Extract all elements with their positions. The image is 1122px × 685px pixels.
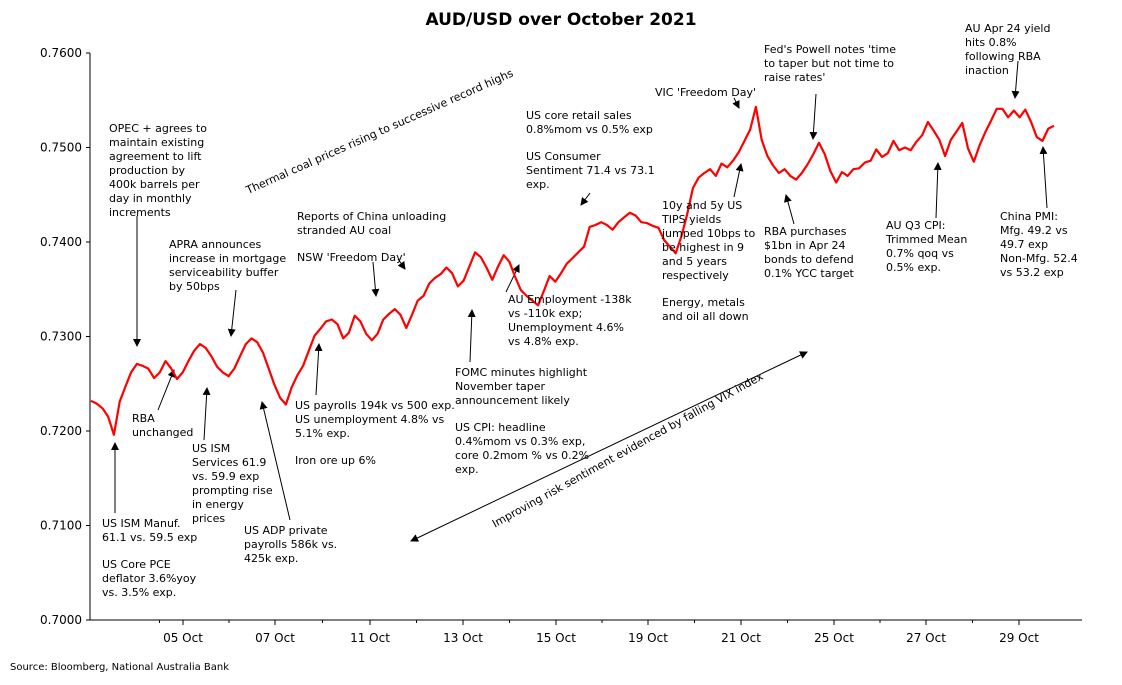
annotation-payrolls: US payrolls 194k vs 500 exp. US unemploy… — [295, 399, 455, 440]
annotation-arrow — [784, 194, 795, 225]
x-tick-label: 11 Oct — [350, 631, 390, 645]
annotation-au-employment: AU Employment -138k vs -110k exp; Unempl… — [508, 293, 632, 348]
y-tick-label: 0.7300 — [40, 330, 82, 344]
x-tick-label: 05 Oct — [163, 631, 203, 645]
y-tick-label: 0.7400 — [40, 235, 82, 249]
annotation-arrow — [467, 309, 476, 363]
y-tick-label: 0.7200 — [40, 424, 82, 438]
annotation-arrow — [371, 261, 380, 297]
annotation-au-apr24: AU Apr 24 yield hits 0.8% following RBA … — [965, 22, 1051, 77]
annotation-vic: VIC 'Freedom Day' — [655, 86, 756, 99]
vix-double-arrow — [410, 351, 808, 542]
annotation-arrow — [933, 162, 942, 219]
x-tick-label: 25 Oct — [814, 631, 854, 645]
x-tick-label: 19 Oct — [628, 631, 668, 645]
annotation-arrow — [1039, 146, 1048, 209]
annotation-core-pce: US Core PCE deflator 3.6%yoy vs. 3.5% ex… — [102, 558, 197, 599]
series-line — [90, 105, 1055, 436]
annotation-powell: Fed's Powell notes 'time to taper but no… — [764, 43, 896, 84]
annotation-ism-services: US ISM Services 61.9 vs. 59.9 exp prompt… — [192, 442, 273, 525]
annotation-rba: RBA unchanged — [132, 412, 194, 439]
annotation-arrow — [1011, 60, 1020, 99]
annotation-arrow — [314, 343, 323, 396]
annotation-china-coal: Reports of China unloading stranded AU c… — [297, 210, 447, 237]
annotation-arrow — [580, 192, 591, 206]
chart-ticks: 0.7000 0.7100 0.7200 0.7300 0.7400 0.7500 0.76… — [40, 46, 1039, 645]
source-note: Source: Bloomberg, National Australia Ba… — [10, 662, 230, 673]
chart-title: AUD/USD over October 2021 — [425, 10, 697, 30]
annotation-apra: APRA announces increase in mortgage serv… — [169, 238, 287, 293]
annotation-arrow — [733, 163, 744, 198]
annotation-fomc: FOMC minutes highlight November taper an… — [455, 366, 588, 407]
annotation-arrow — [227, 289, 237, 337]
annotation-retail-sales: US core retail sales 0.8%mom vs 0.5% exp — [526, 109, 653, 136]
annotation-rba-purchases: RBA purchases $1bn in Apr 24 bonds to de… — [764, 225, 854, 280]
annotation-arrow — [397, 258, 406, 270]
y-tick-label: 0.7600 — [40, 46, 82, 60]
x-tick-label: 29 Oct — [999, 631, 1039, 645]
x-tick-label: 15 Oct — [536, 631, 576, 645]
annotation-arrow — [259, 401, 291, 521]
annotation-ism-manuf: US ISM Manuf. 61.1 vs. 59.5 exp — [102, 517, 198, 544]
annotation-adp: US ADP private payrolls 586k vs. 425k ex… — [244, 524, 338, 565]
annotation-au-q3-cpi: AU Q3 CPI: Trimmed Mean 0.7% qoq vs 0.5%… — [886, 219, 968, 274]
x-tick-label: 21 Oct — [721, 631, 761, 645]
annotation-consumer-sentiment: US Consumer Sentiment 71.4 vs 73.1 exp. — [526, 150, 655, 191]
annotation-arrow — [505, 264, 520, 293]
annotation-arrow — [157, 369, 176, 411]
annotation-energy: Energy, metals and oil all down — [662, 296, 749, 323]
annotation-arrows — [111, 60, 1048, 542]
x-tick-label: 27 Oct — [906, 631, 946, 645]
annotation-nsw: NSW 'Freedom Day' — [297, 251, 406, 264]
annotation-china-pmi: China PMI: Mfg. 49.2 vs 49.7 exp Non-Mfg… — [1000, 210, 1078, 279]
annotation-us-cpi: US CPI: headline 0.4%mom vs 0.3% exp, co… — [455, 421, 590, 476]
annotation-iron-ore: Iron ore up 6% — [295, 454, 376, 467]
annotation-opec: OPEC + agrees to maintain existing agree… — [109, 122, 207, 219]
annotation-tips: 10y and 5y US TIPS yields jumped 10bps t… — [662, 199, 756, 282]
x-tick-label: 07 Oct — [255, 631, 295, 645]
annotation-arrow — [202, 387, 211, 441]
annotation-arrow — [809, 93, 818, 140]
annotation-arrow — [732, 97, 740, 109]
y-tick-label: 0.7000 — [40, 613, 82, 627]
y-tick-label: 0.7100 — [40, 519, 82, 533]
x-tick-label: 13 Oct — [443, 631, 483, 645]
y-tick-label: 0.7500 — [40, 141, 82, 155]
